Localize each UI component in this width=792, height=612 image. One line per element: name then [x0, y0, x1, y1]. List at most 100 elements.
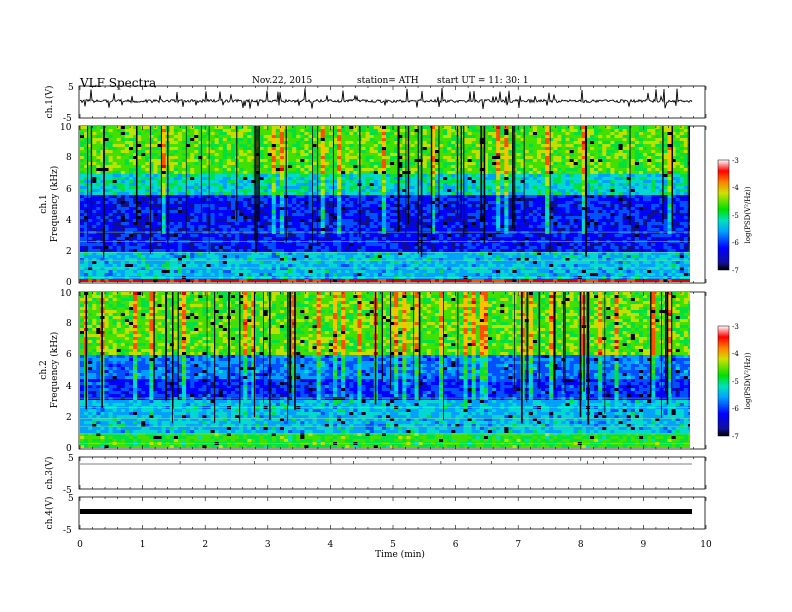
- spectrogram-cell: [275, 129, 281, 133]
- spectrogram-cell: [398, 210, 403, 214]
- spectrogram-cell: [402, 249, 407, 253]
- spectrogram-cell: [365, 189, 371, 193]
- spectrogram-cell: [279, 222, 285, 226]
- spectrogram-cell: [353, 267, 358, 271]
- spectrogram-cell: [341, 183, 346, 187]
- spectrogram-cell: [271, 174, 277, 178]
- spectrogram-cell: [108, 228, 114, 232]
- spectrogram-cell: [390, 243, 395, 247]
- spectrogram-cell: [173, 162, 179, 166]
- spectrogram-cell: [124, 180, 130, 184]
- spectrogram-cell: [214, 249, 220, 253]
- spectrogram-cell: [92, 270, 97, 274]
- spectrogram-cell: [353, 153, 358, 157]
- spectrogram-cell: [332, 171, 338, 175]
- spectrogram-cell: [259, 237, 264, 241]
- spectrogram-cell: [324, 204, 330, 208]
- spectrogram-cell: [128, 267, 134, 271]
- spectrogram-cell: [116, 234, 122, 238]
- spectrogram-cell: [447, 240, 452, 244]
- spectrogram-cell: [222, 180, 228, 184]
- spectrogram-cell: [434, 132, 440, 136]
- spectrogram-cell: [124, 177, 130, 181]
- spectrogram-cell: [394, 171, 399, 175]
- spectrogram-cell: [169, 219, 175, 223]
- spectrogram-cell: [341, 222, 346, 226]
- spectrogram-cell: [430, 219, 436, 223]
- spectrogram-cell: [316, 183, 322, 187]
- spectrogram-cell: [361, 249, 366, 253]
- spectrogram-cell: [467, 234, 473, 238]
- spectrogram-cell: [186, 210, 191, 214]
- spectrogram-cell: [316, 144, 322, 148]
- spectrogram-cell: [377, 261, 383, 265]
- spectrogram-cell: [365, 261, 371, 265]
- spectrogram-cell: [430, 261, 436, 265]
- spectrogram-cell: [459, 264, 464, 268]
- spectrogram-cell: [328, 153, 334, 157]
- spectrogram-cell: [341, 210, 346, 214]
- spectrogram-cell: [386, 252, 391, 256]
- spectrogram-cell: [422, 219, 428, 223]
- spectrogram-cell: [377, 276, 383, 280]
- spectrogram-cell: [430, 264, 436, 268]
- spectrogram-cell: [430, 243, 436, 247]
- spectrogram-cell: [459, 252, 464, 256]
- spectrogram-cell: [124, 252, 130, 256]
- spectrogram-cell: [218, 138, 224, 142]
- spectrogram-cell: [96, 240, 101, 244]
- spectrogram-cell: [316, 135, 322, 139]
- spectrogram-cell: [463, 255, 468, 259]
- spectrogram-cell: [243, 276, 248, 280]
- spectrogram-cell: [402, 228, 407, 232]
- spectrogram-cell: [80, 189, 85, 193]
- spectrogram-cell: [173, 180, 179, 184]
- spectrogram-cell: [357, 249, 362, 253]
- spectrogram-cell: [100, 162, 105, 166]
- spectrogram-cell: [439, 201, 444, 205]
- spectrogram-cell: [410, 192, 415, 196]
- spectrogram-cell: [410, 189, 415, 193]
- spectrogram-cell: [259, 252, 264, 256]
- spectrogram-cell: [124, 246, 130, 250]
- spectrogram-cell: [443, 174, 448, 178]
- spectrogram-cell: [288, 222, 293, 226]
- spectrogram-cell: [394, 129, 399, 133]
- spectrogram-cell: [218, 141, 224, 145]
- spectrogram-cell: [357, 258, 362, 262]
- spectrogram-cell: [296, 261, 301, 265]
- spectrogram-cell: [304, 186, 309, 190]
- spectrogram-cell: [247, 210, 252, 214]
- spectrogram-cell: [263, 162, 269, 166]
- spectrogram-cell: [316, 240, 322, 244]
- spectrogram-cell: [434, 237, 440, 241]
- spectrogram-cell: [463, 222, 468, 226]
- spectrogram-cell: [296, 273, 301, 277]
- spectrogram-cell: [316, 180, 322, 184]
- spectrogram-cell: [259, 153, 264, 157]
- spectrogram-cell: [275, 252, 281, 256]
- spectrogram-cell: [263, 252, 269, 256]
- spectrogram-cell: [292, 126, 297, 130]
- spectrogram-cell: [247, 261, 252, 265]
- spectrogram-cell: [108, 207, 114, 211]
- spectrogram-cell: [198, 243, 203, 247]
- spectrogram-cell: [177, 138, 183, 142]
- spectrogram-cell: [226, 213, 232, 217]
- spectrogram-cell: [296, 189, 301, 193]
- spectrogram-cell: [381, 129, 387, 133]
- spectrogram-cell: [402, 147, 407, 151]
- spectrogram-cell: [149, 189, 154, 193]
- spectrogram-cell: [328, 237, 334, 241]
- spectrogram-cell: [235, 228, 240, 232]
- spectrogram-cell: [226, 234, 232, 238]
- spectrogram-cell: [194, 153, 199, 157]
- spectrogram-cell: [116, 219, 122, 223]
- spectrogram-cell: [92, 273, 97, 277]
- spectrogram-cell: [169, 243, 175, 247]
- spectrogram-cell: [214, 138, 220, 142]
- spectrogram-cell: [243, 228, 248, 232]
- spectrogram-cell: [210, 225, 216, 229]
- spectrogram-cell: [439, 126, 444, 130]
- spectrogram-cell: [186, 255, 191, 259]
